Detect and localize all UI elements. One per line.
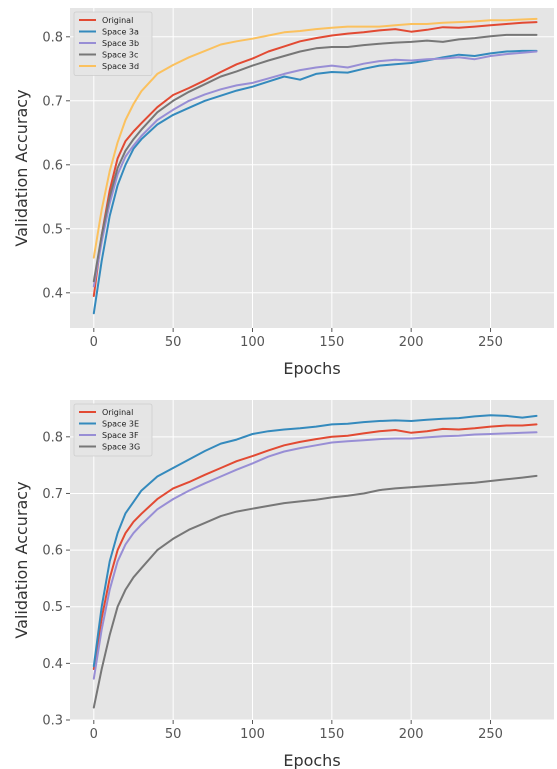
chart-top-legend-label-3: Space 3c [102,51,138,60]
chart-top-series-line-3 [92,33,538,283]
chart-top-legend-label-4: Space 3d [102,62,139,71]
chart-top-x-tick-label: 200 [399,335,424,350]
chart-bottom-legend-label-3: Space 3G [102,443,140,452]
chart-top: 0 50 100 150 200 250 0.4 0.5 0.6 0.7 0.8 Epochs V… [12,8,554,378]
chart-top-y-tick-label: 0.6 [42,158,63,173]
chart-bottom-legend-label-1: Space 3E [102,420,139,429]
chart-bottom-x-tick-label: 0 [90,727,98,742]
chart-top-x-tick-label: 250 [478,335,503,350]
chart-bottom-x-ticks: 0 50 100 150 200 250 [90,720,503,742]
chart-top-y-tick-label: 0.7 [42,94,63,109]
chart-top-legend: Original Space 3a Space 3b Space 3c Space 3d [73,11,153,76]
chart-bottom-y-tick-label: 0.5 [42,600,63,615]
chart-bottom-x-tick-label: 50 [165,727,182,742]
chart-top-y-axis-label: Validation Accuracy [12,89,31,246]
chart-top-x-tick-label: 0 [90,335,98,350]
chart-top-series-group [92,17,538,315]
chart-bottom-series-line-3 [92,474,538,709]
chart-bottom-x-axis-label: Epochs [283,751,340,769]
chart-top-y-ticks: 0.4 0.5 0.6 0.7 0.8 [42,30,70,301]
chart-bottom-series-line-2 [92,431,538,680]
chart-top-x-tick-label: 100 [240,335,265,350]
chart-top-legend-label-2: Space 3b [102,39,139,48]
chart-top-y-tick-label: 0.5 [42,222,63,237]
chart-bottom-y-ticks: 0.3 0.4 0.5 0.6 0.7 0.8 [42,430,70,729]
chart-bottom: 0 50 100 150 200 250 0.3 0.4 0.5 0.6 0.7 0.8 Epoch… [12,400,554,769]
chart-top-legend-box [73,11,153,76]
chart-bottom-y-tick-label: 0.8 [42,430,63,445]
chart-top-y-tick-label: 0.8 [42,30,63,45]
chart-bottom-legend-label-0: Original [102,408,133,417]
chart-bottom-x-tick-label: 150 [319,727,344,742]
chart-bottom-y-tick-label: 0.3 [42,714,63,729]
chart-bottom-y-tick-label: 0.4 [42,657,63,672]
chart-bottom-y-axis-label: Validation Accuracy [12,481,31,638]
chart-top-x-ticks: 0 50 100 150 200 250 [90,328,503,350]
chart-top-series-line-1 [92,49,538,315]
chart-bottom-y-tick-label: 0.7 [42,487,63,502]
chart-top-series-line-2 [92,50,538,288]
chart-top-x-axis-label: Epochs [283,359,340,378]
chart-top-series-line-0 [92,21,538,297]
chart-bottom-series-line-0 [92,423,538,670]
chart-bottom-x-tick-label: 250 [478,727,503,742]
chart-bottom-x-tick-label: 100 [240,727,265,742]
chart-bottom-y-tick-label: 0.6 [42,544,63,559]
chart-bottom-legend-label-2: Space 3F [102,431,139,440]
chart-top-x-tick-label: 50 [165,335,182,350]
chart-bottom-legend: Original Space 3E Space 3F Space 3G [73,403,153,457]
chart-top-y-tick-label: 0.4 [42,286,63,301]
chart-top-legend-label-0: Original [102,16,133,25]
chart-bottom-series-line-1 [92,414,538,668]
chart-bottom-series-group [92,414,538,709]
chart-top-series-line-4 [92,17,538,259]
chart-top-legend-label-1: Space 3a [102,28,139,37]
chart-top-x-tick-label: 150 [319,335,344,350]
chart-bottom-x-tick-label: 200 [399,727,424,742]
chart-bottom-legend-box [73,403,153,457]
